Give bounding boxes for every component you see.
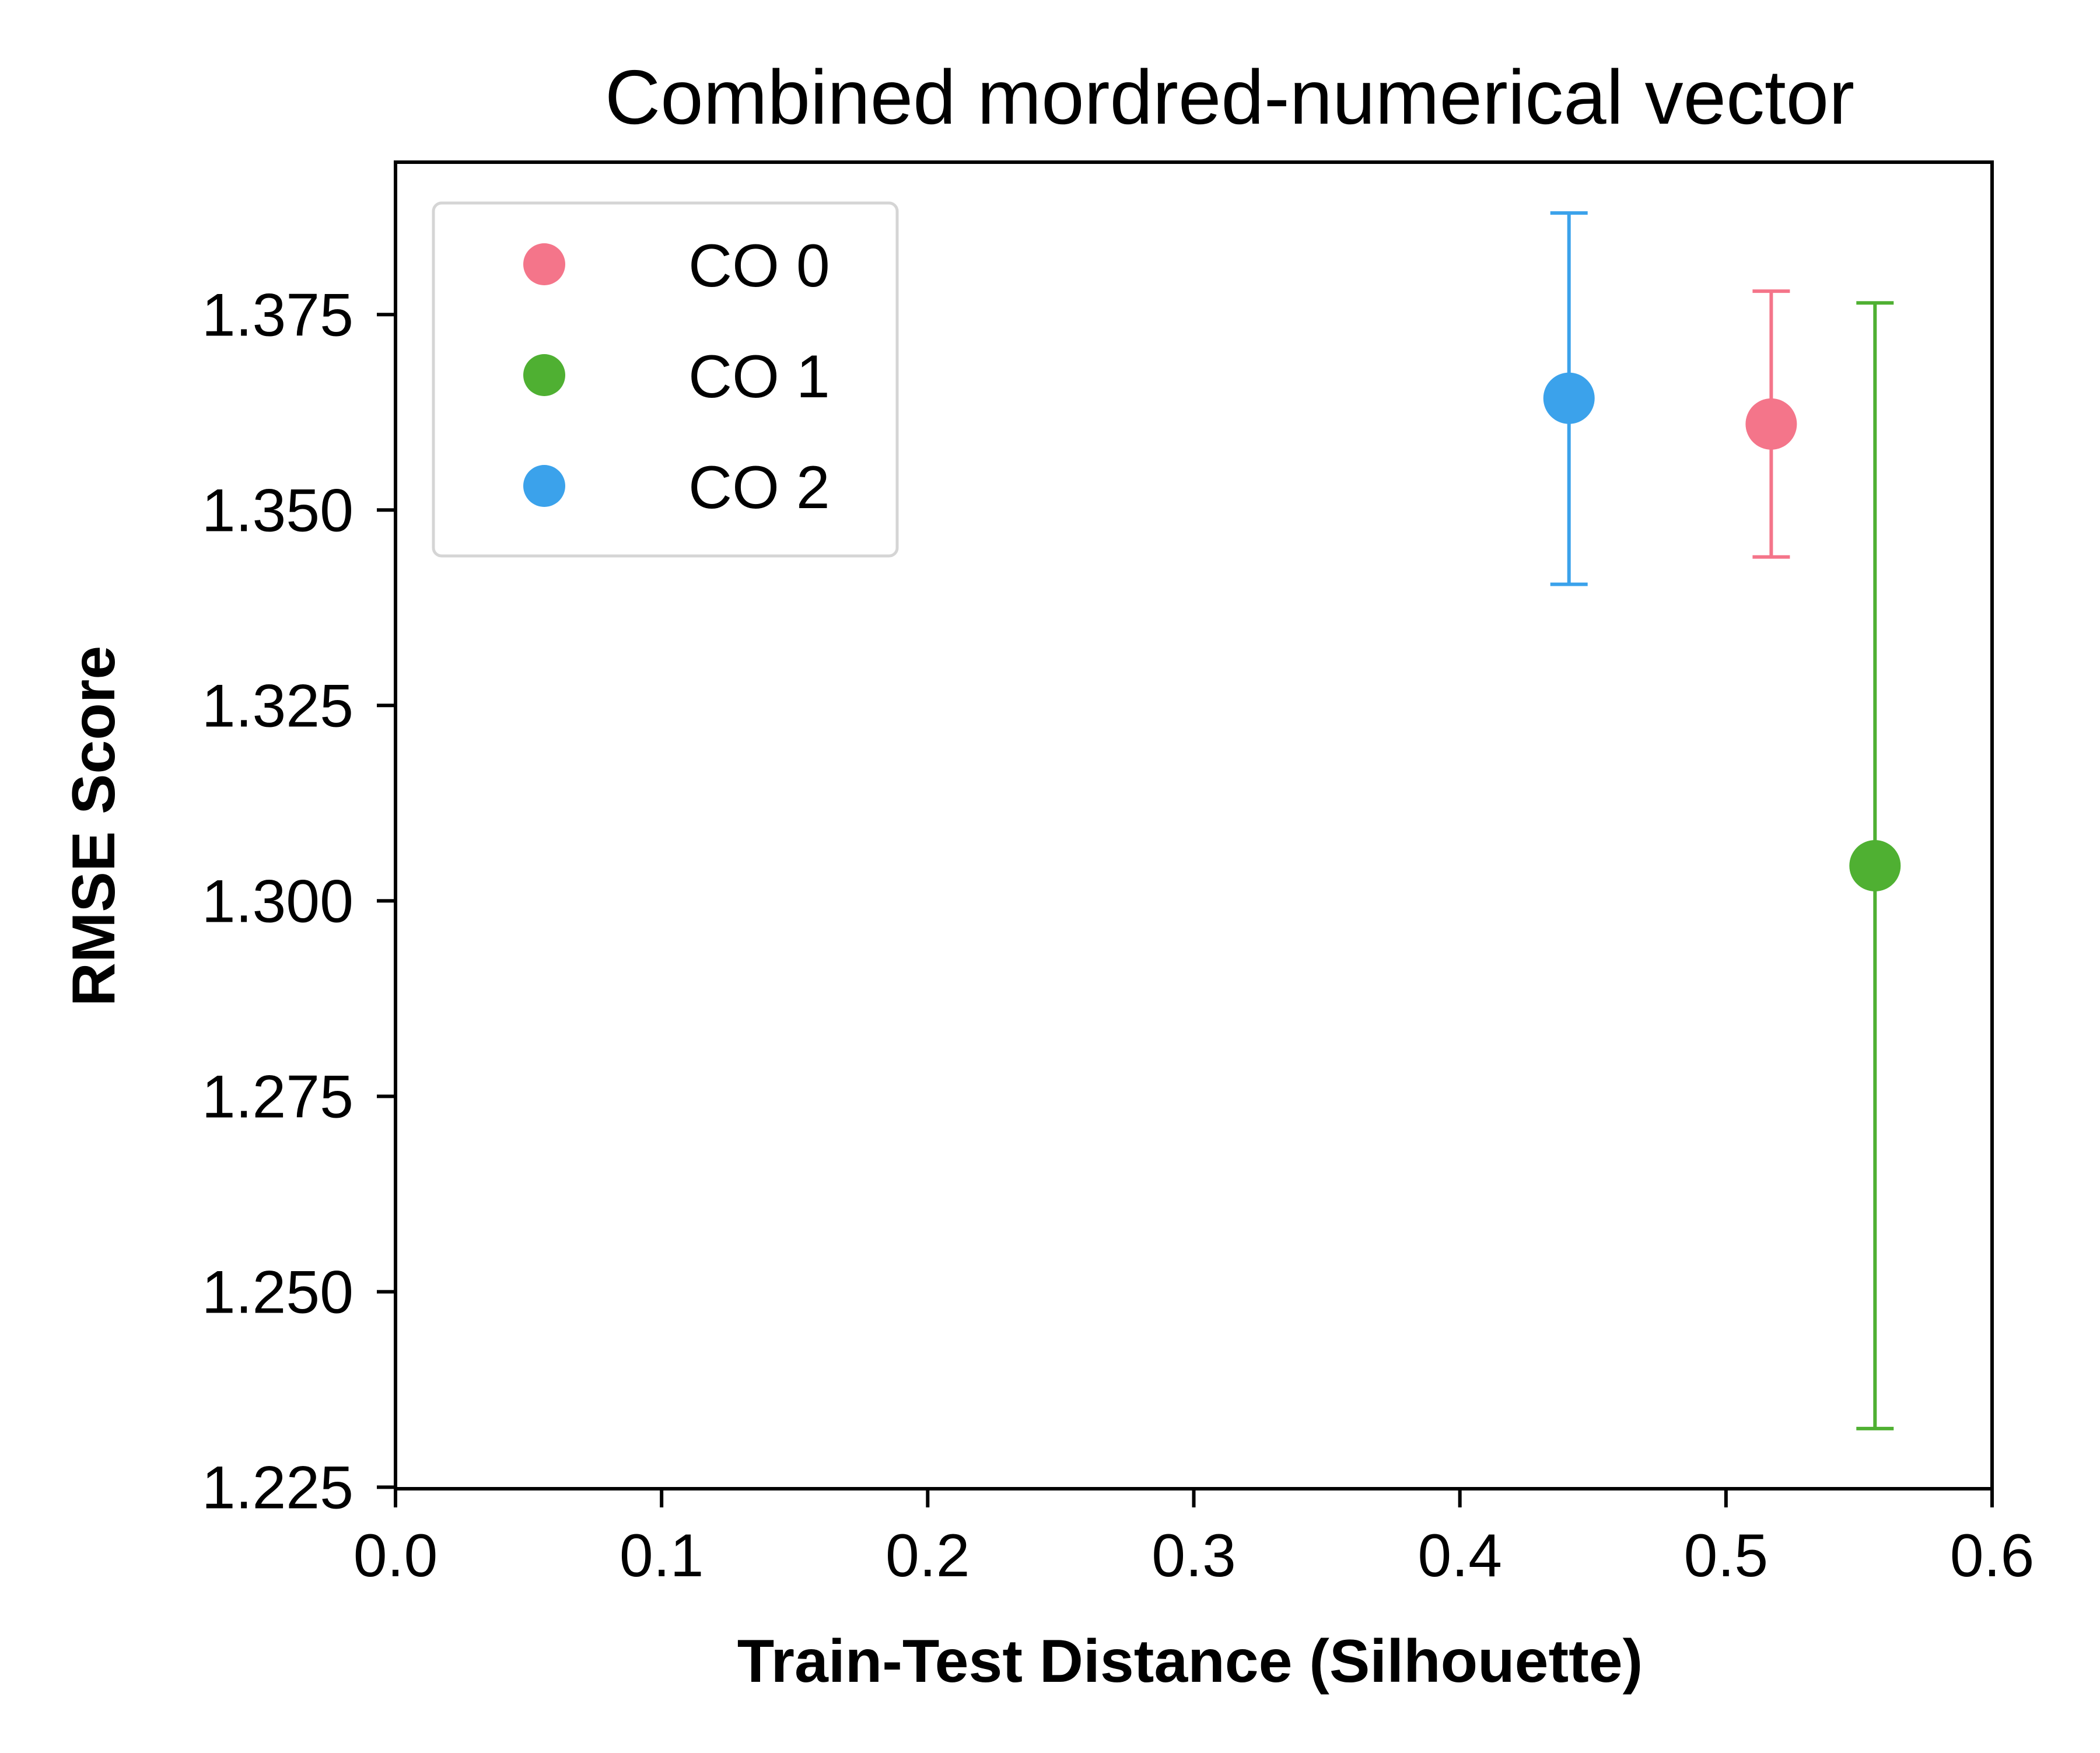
- axes-layer: 0.0 0.1 0.2 0.3 0.4 0.5 0.6 1.225 1.250 1.275 1.30…: [202, 160, 2035, 1590]
- legend-items: CO 0 CO 1 CO 2: [523, 232, 830, 522]
- legend-marker-co-0: [523, 243, 565, 285]
- x-axis-title: Train-Test Distance (Silhouette): [737, 1628, 1643, 1695]
- data-point-co-1: [1849, 840, 1901, 892]
- x-tick-label: 0.5: [1684, 1522, 1769, 1590]
- y-tick-label: 1.375: [202, 281, 354, 349]
- chart-title: Combined mordred-numerical vector: [605, 54, 1854, 140]
- data-marks-layer: [1543, 211, 1901, 1430]
- y-tick-label: 1.275: [202, 1063, 354, 1131]
- y-tick-label: 1.350: [202, 477, 354, 544]
- x-tick-label: 0.2: [886, 1522, 970, 1590]
- x-tick-label: 0.3: [1152, 1522, 1236, 1590]
- data-point-co-0: [1745, 398, 1797, 450]
- y-tick-label: 1.300: [202, 867, 354, 935]
- legend-label-co-0: CO 0: [688, 232, 830, 300]
- x-tick-label: 0.0: [354, 1522, 438, 1590]
- chart-legend: CO 0 CO 1 CO 2: [432, 201, 899, 558]
- data-point-co-2: [1543, 372, 1595, 424]
- y-axis-title: RMSE Score: [60, 646, 128, 1006]
- legend-marker-co-2: [523, 465, 565, 507]
- y-tick-label: 1.250: [202, 1258, 354, 1326]
- legend-marker-co-1: [523, 354, 565, 396]
- y-tick-label: 1.225: [202, 1454, 354, 1521]
- legend-label-co-2: CO 2: [688, 454, 830, 522]
- y-tick-label: 1.325: [202, 672, 354, 740]
- x-tick-label: 0.1: [620, 1522, 704, 1590]
- legend-label-co-1: CO 1: [688, 343, 830, 411]
- x-tick-label: 0.6: [1950, 1522, 2035, 1590]
- x-tick-label: 0.4: [1418, 1522, 1502, 1590]
